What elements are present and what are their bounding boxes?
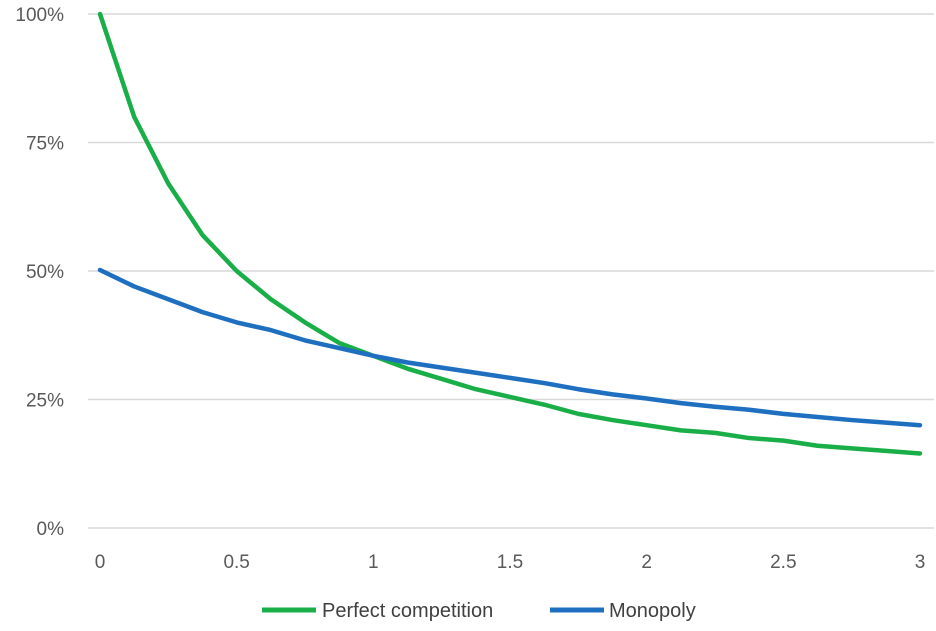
y-tick-label: 50% <box>26 262 64 283</box>
x-axis-tick-labels: 0 0.5 1 1.5 2 2.5 3 <box>95 552 926 573</box>
y-tick-label: 25% <box>26 391 64 412</box>
x-tick-label: 1.5 <box>497 552 523 573</box>
x-tick-label: 2.5 <box>770 552 796 573</box>
legend-label: Perfect competition <box>322 600 493 622</box>
y-axis-tick-labels: 0% 25% 50% 75% 100% <box>15 5 64 540</box>
legend-label: Monopoly <box>609 600 696 622</box>
gridlines <box>88 13 934 529</box>
x-tick-label: 3 <box>915 552 926 573</box>
x-tick-label: 1 <box>368 552 379 573</box>
y-tick-label: 75% <box>26 134 64 155</box>
series-line-perfect-competition <box>97 11 923 456</box>
y-tick-label: 100% <box>15 5 64 26</box>
series-line-monopoly <box>97 267 923 428</box>
y-tick-label: 0% <box>37 519 65 540</box>
series-lines <box>97 11 923 456</box>
x-tick-label: 0 <box>95 552 106 573</box>
x-tick-label: 2 <box>641 552 652 573</box>
legend: Perfect competition Monopoly <box>262 600 696 622</box>
x-tick-label: 0.5 <box>223 552 249 573</box>
